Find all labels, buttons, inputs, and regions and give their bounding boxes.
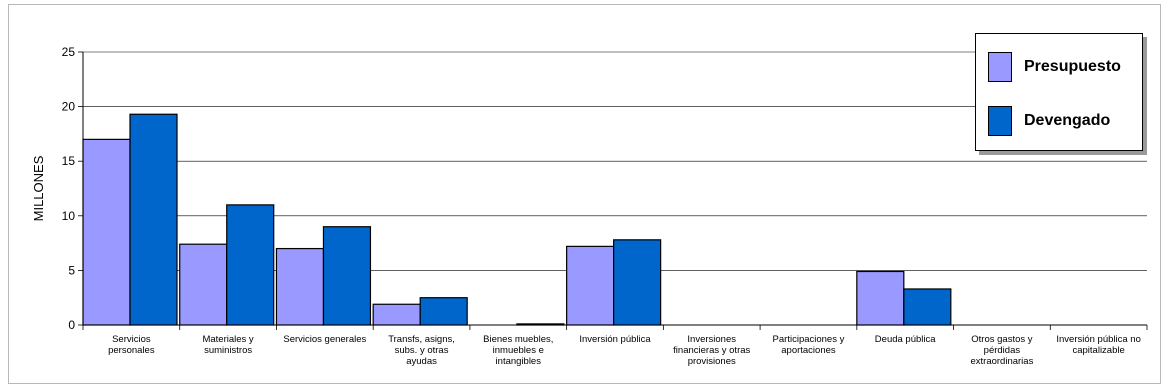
category-label-1-line-1: suministros [204, 345, 252, 356]
bar-devengado-8 [903, 288, 952, 326]
tick-label-y-4: 20 [62, 100, 76, 114]
bar-presupuesto-3 [372, 303, 421, 326]
legend-item-presupuesto: Presupuesto [988, 52, 1121, 82]
category-label-4-line-2: intangibles [496, 356, 542, 367]
bar-devengado-3 [419, 297, 468, 326]
bar-presupuesto-8 [856, 270, 905, 326]
category-label-3-line-1: subs. y otras [395, 345, 449, 356]
bar-devengado-0 [129, 113, 178, 326]
bar-devengado-4 [516, 323, 565, 326]
legend-item-devengado: Devengado [988, 106, 1110, 136]
legend: Presupuesto Devengado [975, 33, 1143, 151]
bar-presupuesto-5 [566, 245, 615, 326]
legend-label-devengado: Devengado [1024, 112, 1111, 129]
bar-devengado-1 [226, 204, 275, 326]
chart-frame: 0 5 10 15 20 25 MILLONES Servicios personales Mat… [8, 4, 1161, 384]
bar-devengado-5 [613, 239, 662, 326]
category-label-10-line-1: capitalizable [1072, 345, 1124, 356]
category-label-9-line-2: extraordinarias [970, 356, 1033, 367]
category-label-5-line-0: Inversión pública [579, 334, 651, 345]
category-label-6-line-0: Inversiones [687, 334, 736, 345]
category-label-1-line-0: Materiales y [202, 334, 253, 345]
category-label-4-line-0: Bienes muebles, [483, 334, 553, 345]
tick-label-y-2: 10 [62, 209, 76, 223]
legend-swatch-presupuesto [988, 52, 1012, 82]
legend-swatch-devengado [988, 106, 1012, 136]
category-label-3-line-0: Transfs, asigns, [388, 334, 455, 345]
bar-devengado-2 [322, 226, 372, 326]
bar-presupuesto-2 [275, 247, 325, 326]
category-label-6-line-2: provisiones [688, 356, 736, 367]
category-label-0-line-1: personales [108, 345, 155, 356]
bar-presupuesto-0 [82, 138, 131, 326]
category-label-10-line-0: Inversión pública no [1056, 334, 1141, 345]
category-label-7-line-0: Participaciones y [773, 334, 845, 345]
tick-label-y-1: 5 [68, 263, 75, 277]
category-label-7-line-1: aportaciones [781, 345, 836, 356]
tick-label-y-5: 25 [62, 45, 76, 59]
category-label-0-line-0: Servicios [112, 334, 151, 345]
legend-label-presupuesto: Presupuesto [1024, 58, 1121, 75]
category-label-9-line-0: Otros gastos y [971, 334, 1032, 345]
category-label-8-line-0: Deuda pública [875, 334, 936, 345]
category-label-9-line-1: pérdidas [984, 345, 1021, 356]
category-label-6-line-1: financieras y otras [673, 345, 750, 356]
category-label-4-line-1: inmuebles e [493, 345, 544, 356]
tick-label-y-0: 0 [68, 318, 75, 332]
bar-presupuesto-1 [179, 243, 228, 326]
y-axis-label: MILLONES [31, 155, 46, 221]
category-label-2-line-0: Servicios generales [283, 334, 366, 345]
tick-label-y-3: 15 [62, 154, 76, 168]
category-label-3-line-2: ayudas [406, 356, 437, 367]
